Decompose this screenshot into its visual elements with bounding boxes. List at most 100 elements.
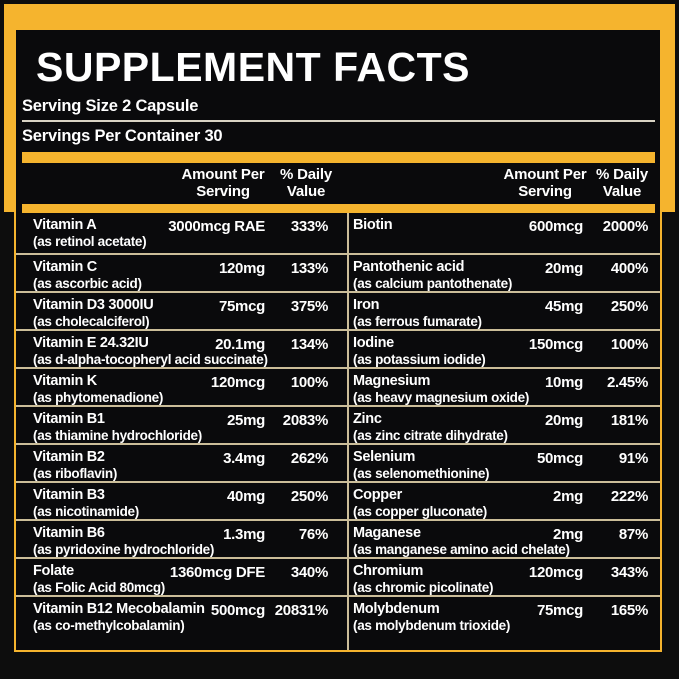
- nutrient-name-block: Molybdenum (as molybdenum trioxide): [353, 601, 511, 633]
- nutrient-amount: 2mg: [553, 488, 583, 505]
- column-headers: Amount Per Serving % Daily Value Amount …: [16, 166, 660, 204]
- nutrient-source: (as chromic picolinate): [353, 579, 494, 595]
- nutrient-row: Vitamin B2 (as riboflavin) 3.4mg 262%: [16, 445, 347, 483]
- nutrient-daily-value: 100%: [610, 336, 648, 353]
- nutrient-source: (as cholecalciferol): [33, 313, 150, 329]
- nutrient-name-block: Iron (as ferrous fumarate): [353, 297, 482, 329]
- nutrient-daily-value: 134%: [290, 336, 328, 353]
- nutrient-source: (as copper gluconate): [353, 503, 487, 519]
- nutrient-name-block: Vitamin E 24.32IU (as d-alpha-tocopheryl…: [33, 335, 268, 367]
- nutrient-row: Chromium (as chromic picolinate) 120mcg …: [349, 559, 660, 597]
- nutrient-amount: 500mcg: [210, 602, 265, 619]
- nutrient-source: (as potassium iodide): [353, 351, 486, 367]
- nutrient-row: Vitamin K (as phytomenadione) 120mcg 100…: [16, 369, 347, 407]
- nutrient-daily-value: 333%: [290, 218, 328, 235]
- page-title: SUPPLEMENT FACTS: [36, 44, 470, 90]
- nutrient-source: (as manganese amino acid chelate): [353, 541, 570, 557]
- nutrient-name-block: Vitamin B1 (as thiamine hydrochloride): [33, 411, 202, 443]
- panel-inner: SUPPLEMENT FACTS Serving Size 2 Capsule …: [16, 30, 660, 650]
- nutrient-name: Vitamin B12 Mecobalamin: [33, 601, 205, 617]
- nutrient-daily-value: 2.45%: [606, 374, 648, 391]
- nutrient-amount: 1360mcg DFE: [169, 564, 265, 581]
- nutrient-row: Selenium (as selenomethionine) 50mcg 91%: [349, 445, 660, 483]
- nutrient-source: (as Folic Acid 80mcg): [33, 579, 165, 595]
- nutrient-amount: 600mcg: [528, 218, 583, 235]
- nutrient-name-block: Vitamin B3 (as nicotinamide): [33, 487, 139, 519]
- nutrient-source: (as heavy magnesium oxide): [353, 389, 530, 405]
- nutrient-source: (as co-methylcobalamin): [33, 617, 185, 633]
- nutrient-name-block: Iodine (as potassium iodide): [353, 335, 486, 367]
- nutrient-amount: 3000mcg RAE: [168, 218, 265, 235]
- nutrient-amount: 120mcg: [528, 564, 583, 581]
- nutrient-daily-value: 343%: [610, 564, 648, 581]
- dv-header-line1: % Daily: [596, 166, 648, 183]
- nutrient-amount: 150mcg: [528, 336, 583, 353]
- nutrient-name-block: Vitamin K (as phytomenadione): [33, 373, 163, 405]
- nutrient-daily-value: 2000%: [602, 218, 649, 235]
- header-bar-top: [22, 152, 655, 163]
- amount-header-line1: Amount Per: [181, 166, 265, 183]
- nutrient-name-block: Zinc (as zinc citrate dihydrate): [353, 411, 508, 443]
- nutrient-source: (as ferrous fumarate): [353, 313, 482, 329]
- nutrient-name: Vitamin B1: [33, 411, 105, 427]
- nutrient-daily-value: 91%: [618, 450, 648, 467]
- amount-per-serving-header-right: Amount Per Serving: [490, 166, 600, 200]
- nutrient-table: Vitamin A (as retinol acetate) 3000mcg R…: [16, 213, 660, 650]
- nutrient-name-block: Vitamin B2 (as riboflavin): [33, 449, 117, 481]
- serving-size-text: Serving Size 2 Capsule: [22, 97, 199, 115]
- nutrient-row: Iodine (as potassium iodide) 150mcg 100%: [349, 331, 660, 369]
- nutrient-name: Vitamin C: [33, 259, 97, 275]
- nutrient-daily-value: 133%: [290, 260, 328, 277]
- nutrient-row: Vitamin B1 (as thiamine hydrochloride) 2…: [16, 407, 347, 445]
- nutrient-name: Vitamin D3 3000IU: [33, 297, 154, 313]
- nutrient-daily-value: 100%: [290, 374, 328, 391]
- nutrient-name: Vitamin B3: [33, 487, 105, 503]
- amount-header-line1: Amount Per: [503, 166, 587, 183]
- nutrient-column-right: Biotin 600mcg 2000% Pantothenic acid (as…: [347, 213, 660, 650]
- nutrient-name-block: Vitamin C (as ascorbic acid): [33, 259, 142, 291]
- nutrient-name: Pantothenic acid: [353, 259, 465, 275]
- nutrient-row: Vitamin B12 Mecobalamin (as co-methylcob…: [16, 597, 347, 650]
- nutrient-amount: 25mg: [227, 412, 265, 429]
- nutrient-row: Magnesium (as heavy magnesium oxide) 10m…: [349, 369, 660, 407]
- nutrient-column-left: Vitamin A (as retinol acetate) 3000mcg R…: [16, 213, 347, 650]
- nutrient-amount: 75mcg: [218, 298, 265, 315]
- nutrient-name-block: Maganese (as manganese amino acid chelat…: [353, 525, 570, 557]
- nutrient-amount: 3.4mg: [223, 450, 265, 467]
- nutrient-name-block: Copper (as copper gluconate): [353, 487, 487, 519]
- nutrient-daily-value: 165%: [610, 602, 648, 619]
- nutrient-row: Vitamin B3 (as nicotinamide) 40mg 250%: [16, 483, 347, 521]
- nutrient-amount: 10mg: [545, 374, 583, 391]
- serving-divider-line: [22, 120, 655, 122]
- nutrient-name: Iodine: [353, 335, 394, 351]
- nutrient-source: (as thiamine hydrochloride): [33, 427, 202, 443]
- nutrient-name: Zinc: [353, 411, 382, 427]
- nutrient-name-block: Vitamin B6 (as pyridoxine hydrochloride): [33, 525, 214, 557]
- nutrient-daily-value: 340%: [290, 564, 328, 581]
- nutrient-row: Pantothenic acid (as calcium pantothenat…: [349, 255, 660, 293]
- nutrient-daily-value: 250%: [290, 488, 328, 505]
- nutrient-daily-value: 181%: [610, 412, 648, 429]
- nutrient-amount: 75mcg: [536, 602, 583, 619]
- nutrient-row: Vitamin B6 (as pyridoxine hydrochloride)…: [16, 521, 347, 559]
- nutrient-amount: 50mcg: [536, 450, 583, 467]
- nutrient-name: Iron: [353, 297, 380, 313]
- header-bar-bottom: [22, 204, 655, 213]
- servings-per-container-text: Servings Per Container 30: [22, 127, 223, 145]
- nutrient-daily-value: 250%: [610, 298, 648, 315]
- nutrient-name-block: Pantothenic acid (as calcium pantothenat…: [353, 259, 512, 291]
- nutrient-amount: 120mg: [218, 260, 265, 277]
- nutrient-amount: 2mg: [553, 526, 583, 543]
- nutrient-daily-value: 76%: [298, 526, 328, 543]
- nutrient-row: Biotin 600mcg 2000%: [349, 213, 660, 255]
- nutrient-name-block: Folate (as Folic Acid 80mcg): [33, 563, 165, 595]
- nutrient-name: Magnesium: [353, 373, 431, 389]
- nutrient-source: (as ascorbic acid): [33, 275, 142, 291]
- nutrient-name: Vitamin A: [33, 217, 97, 233]
- nutrient-row: Vitamin E 24.32IU (as d-alpha-tocopheryl…: [16, 331, 347, 369]
- nutrient-row: Vitamin D3 3000IU (as cholecalciferol) 7…: [16, 293, 347, 331]
- amount-header-line2: Serving: [196, 183, 250, 200]
- nutrient-source: (as molybdenum trioxide): [353, 617, 511, 633]
- nutrient-source: (as nicotinamide): [33, 503, 139, 519]
